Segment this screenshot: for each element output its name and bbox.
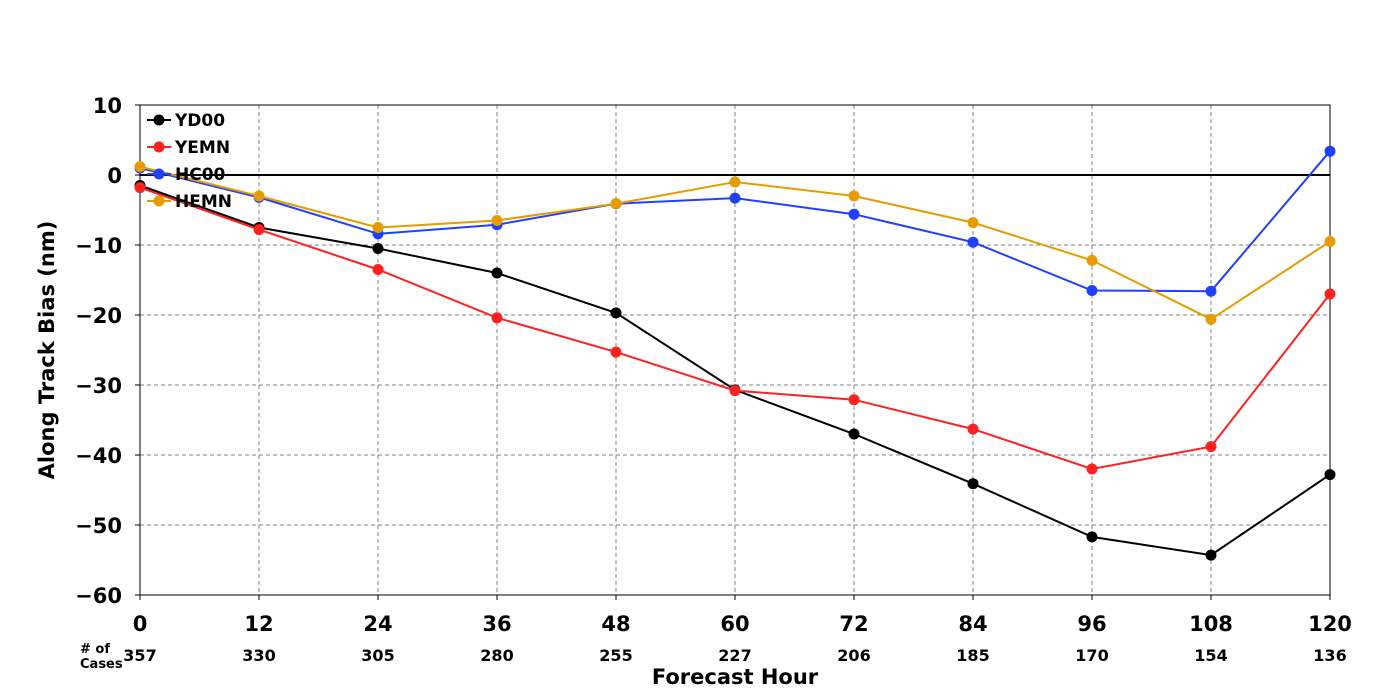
data-point-yd00 bbox=[1086, 531, 1098, 543]
legend-item-yd00: YD00 bbox=[147, 111, 225, 131]
case-count-label: 227 bbox=[718, 646, 751, 665]
y-axis-title: Along Track Bias (nm) bbox=[35, 221, 59, 480]
legend-label: YEMN bbox=[174, 138, 230, 158]
legend: YD00 YEMN HC00 HEMN bbox=[147, 111, 232, 212]
data-point-yemn bbox=[967, 423, 979, 435]
legend-item-hemn: HEMN bbox=[147, 192, 232, 212]
data-point-yemn bbox=[253, 224, 265, 236]
x-axis-ticks: 0 12 24 36 48 60 72 84 96 108 120 bbox=[133, 595, 1352, 636]
series-line-hc00 bbox=[139, 150, 1331, 293]
case-count-label: 255 bbox=[599, 646, 632, 665]
x-tick-label: 48 bbox=[601, 612, 630, 636]
data-point-hemn bbox=[491, 215, 503, 226]
data-point-yemn bbox=[610, 346, 622, 358]
case-count-label: 357 bbox=[123, 646, 156, 665]
case-count-label: 305 bbox=[361, 646, 394, 665]
data-point-yemn bbox=[848, 394, 860, 406]
case-count-label: 206 bbox=[837, 646, 870, 665]
data-point-hc00 bbox=[729, 192, 741, 204]
series bbox=[134, 145, 1336, 561]
legend-label: HC00 bbox=[175, 165, 226, 185]
data-point-yd00 bbox=[1324, 469, 1336, 481]
case-count-label: 170 bbox=[1075, 646, 1108, 665]
legend-marker bbox=[153, 141, 165, 153]
data-point-yd00 bbox=[967, 478, 979, 490]
case-count-label: 136 bbox=[1313, 646, 1346, 665]
data-point-hc00 bbox=[967, 236, 979, 248]
data-point-yd00 bbox=[372, 243, 384, 254]
case-count-label: 280 bbox=[480, 646, 513, 665]
y-tick-label: −60 bbox=[75, 584, 122, 608]
legend-item-hc00: HC00 bbox=[147, 165, 226, 185]
data-point-hc00 bbox=[848, 208, 860, 220]
data-point-hemn bbox=[1324, 236, 1336, 247]
y-tick-label: −40 bbox=[75, 444, 122, 468]
series-line-yemn bbox=[139, 186, 1331, 471]
x-tick-label: 120 bbox=[1308, 612, 1352, 636]
data-point-yd00 bbox=[610, 307, 622, 319]
y-tick-label: −20 bbox=[75, 304, 122, 328]
x-tick-label: 36 bbox=[482, 612, 511, 636]
data-point-hemn bbox=[967, 217, 979, 229]
legend-marker bbox=[153, 195, 165, 207]
cases-header-line1: # of bbox=[80, 642, 110, 657]
data-point-yemn bbox=[1205, 441, 1217, 453]
series-yemn bbox=[134, 182, 1336, 475]
data-point-yemn bbox=[1086, 463, 1098, 475]
data-point-hemn bbox=[729, 176, 741, 188]
y-tick-label: 0 bbox=[107, 164, 122, 188]
data-point-yd00 bbox=[1205, 549, 1217, 561]
cases-header-line2: Cases bbox=[80, 657, 123, 672]
data-point-hemn bbox=[610, 198, 622, 210]
case-count-label: 185 bbox=[956, 646, 989, 665]
legend-label: YD00 bbox=[174, 111, 225, 131]
data-point-hemn bbox=[253, 190, 265, 202]
data-point-hc00 bbox=[1205, 285, 1217, 297]
data-point-yemn bbox=[134, 182, 146, 194]
data-point-hc00 bbox=[1324, 145, 1336, 157]
data-point-hemn bbox=[372, 222, 384, 233]
data-point-yd00 bbox=[848, 428, 860, 440]
x-tick-label: 0 bbox=[133, 612, 148, 636]
y-tick-label: 10 bbox=[93, 94, 122, 118]
y-tick-label: −10 bbox=[75, 234, 122, 258]
y-tick-label: −50 bbox=[75, 514, 122, 538]
x-tick-label: 24 bbox=[363, 612, 392, 636]
x-tick-label: 84 bbox=[958, 612, 987, 636]
data-point-yemn bbox=[372, 264, 384, 275]
legend-marker bbox=[153, 114, 165, 126]
legend-marker bbox=[153, 168, 165, 180]
case-count-label: 330 bbox=[242, 646, 275, 665]
data-point-yd00 bbox=[491, 267, 503, 279]
legend-label: HEMN bbox=[175, 192, 232, 212]
data-point-hc00 bbox=[1086, 285, 1098, 296]
legend-item-yemn: YEMN bbox=[147, 138, 230, 158]
case-counts: # of Cases 357 330 305 280 255 227 206 185 170 15… bbox=[80, 642, 1347, 672]
series-hemn bbox=[134, 161, 1336, 325]
x-tick-label: 96 bbox=[1077, 612, 1106, 636]
x-tick-label: 72 bbox=[839, 612, 868, 636]
x-tick-label: 12 bbox=[244, 612, 273, 636]
y-axis-ticks: 10 0 −10 −20 −30 −40 −50 −60 bbox=[75, 94, 140, 608]
data-point-yemn bbox=[729, 385, 741, 397]
series-yd00 bbox=[134, 180, 1336, 561]
data-point-hemn bbox=[848, 190, 860, 202]
case-count-label: 154 bbox=[1194, 646, 1227, 665]
data-point-yemn bbox=[1324, 288, 1336, 300]
x-axis-title: Forecast Hour bbox=[652, 665, 819, 689]
data-point-hemn bbox=[1205, 313, 1217, 325]
data-point-hemn bbox=[1086, 254, 1098, 266]
x-tick-label: 108 bbox=[1189, 612, 1233, 636]
y-tick-label: −30 bbox=[75, 374, 122, 398]
data-point-yemn bbox=[491, 312, 503, 324]
data-point-hemn bbox=[134, 161, 146, 173]
x-tick-label: 60 bbox=[720, 612, 749, 636]
